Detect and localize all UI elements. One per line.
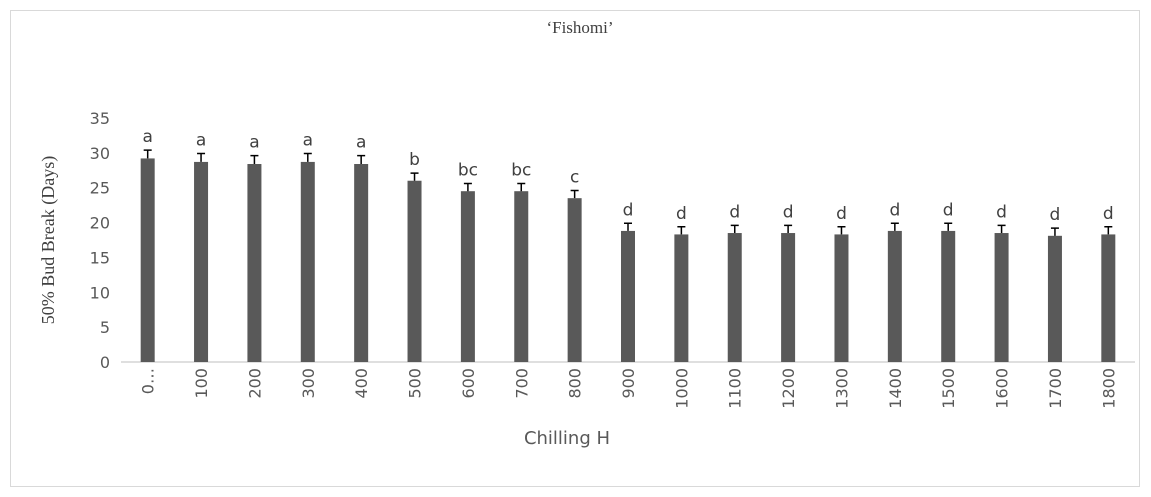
- error-bar: [357, 154, 366, 165]
- bar: [834, 234, 849, 362]
- x-tick-label: 400: [352, 368, 371, 399]
- annotation: a: [249, 133, 259, 153]
- bar: [407, 180, 422, 362]
- annotation: a: [356, 133, 366, 153]
- error-bar: [1104, 226, 1113, 235]
- annotation: a: [142, 127, 152, 147]
- annotation: d: [1050, 205, 1061, 225]
- x-tick-label: 600: [459, 368, 478, 399]
- x-tick-label: 1300: [832, 368, 851, 409]
- error-bar: [250, 154, 259, 165]
- x-tick-label: 300: [299, 368, 318, 399]
- bar: [354, 164, 369, 362]
- annotation: b: [409, 150, 420, 170]
- annotation: d: [729, 202, 740, 222]
- error-bar: [944, 222, 953, 231]
- annotation: d: [676, 204, 687, 224]
- x-tick-label: 200: [245, 368, 264, 399]
- x-tick-label: 1600: [993, 368, 1012, 409]
- bar: [140, 158, 155, 362]
- annotation: d: [996, 202, 1007, 222]
- y-tick-label: 5: [100, 318, 110, 337]
- error-bar: [890, 222, 899, 231]
- chart-title: ‘Fishomi’: [546, 18, 613, 37]
- annotation: a: [196, 131, 206, 151]
- x-tick-label: 1700: [1046, 368, 1065, 409]
- annotation: d: [943, 200, 954, 220]
- y-tick-label: 15: [90, 248, 110, 267]
- bar: [1047, 235, 1062, 362]
- x-tick-label: 700: [512, 368, 531, 399]
- x-tick-label: 1200: [779, 368, 798, 409]
- annotation: c: [570, 168, 579, 188]
- y-tick-label: 30: [90, 144, 110, 163]
- bar: [460, 191, 475, 362]
- error-bar: [784, 224, 793, 234]
- annotation: d: [783, 202, 794, 222]
- bar: [247, 164, 262, 362]
- error-bar: [997, 224, 1006, 234]
- error-bar: [837, 226, 846, 235]
- y-tick-label: 25: [90, 179, 110, 198]
- bar: [887, 230, 902, 362]
- y-tick-label: 0: [100, 353, 110, 372]
- annotation: bc: [511, 161, 531, 181]
- x-tick-label: 500: [406, 368, 425, 399]
- bar: [781, 233, 796, 362]
- y-tick-label: 10: [90, 283, 110, 302]
- bar: [567, 198, 582, 362]
- x-tick-label: 0…: [139, 368, 158, 394]
- error-bar: [517, 182, 526, 192]
- bar: [514, 191, 529, 362]
- bar: [674, 234, 689, 362]
- bar: [300, 161, 315, 362]
- annotation: d: [836, 204, 847, 224]
- x-tick-label: 1000: [672, 368, 691, 409]
- annotation: d: [1103, 204, 1114, 224]
- y-axis-label: 50% Bud Break (Days): [38, 156, 59, 324]
- x-tick-label: 1800: [1099, 368, 1118, 409]
- annotation: d: [623, 200, 634, 220]
- bar: [1101, 234, 1116, 362]
- x-tick-label: 900: [619, 368, 638, 399]
- x-axis-label: Chilling H: [524, 428, 610, 449]
- x-tick-label: 100: [192, 368, 211, 399]
- x-tick-label: 1400: [886, 368, 905, 409]
- error-bar: [1050, 227, 1059, 236]
- error-bar: [730, 224, 739, 234]
- bar: [727, 233, 742, 362]
- bar: [994, 233, 1009, 362]
- error-bar: [303, 152, 312, 162]
- error-bar: [463, 182, 472, 192]
- x-tick-label: 1500: [939, 368, 958, 409]
- error-bar: [677, 226, 686, 235]
- x-tick-label: 1100: [726, 368, 745, 409]
- error-bar: [197, 152, 206, 162]
- error-bar: [624, 222, 632, 231]
- annotation: bc: [458, 161, 478, 181]
- bar: [621, 230, 635, 362]
- annotation: a: [303, 131, 313, 151]
- bar: [194, 161, 209, 362]
- annotation: d: [889, 200, 900, 220]
- y-tick-label: 35: [90, 109, 110, 128]
- y-tick-label: 20: [90, 214, 110, 233]
- x-tick-label: 800: [566, 368, 585, 399]
- error-bar: [143, 149, 152, 159]
- error-bar: [570, 189, 579, 199]
- bar: [941, 230, 956, 362]
- error-bar: [410, 172, 419, 181]
